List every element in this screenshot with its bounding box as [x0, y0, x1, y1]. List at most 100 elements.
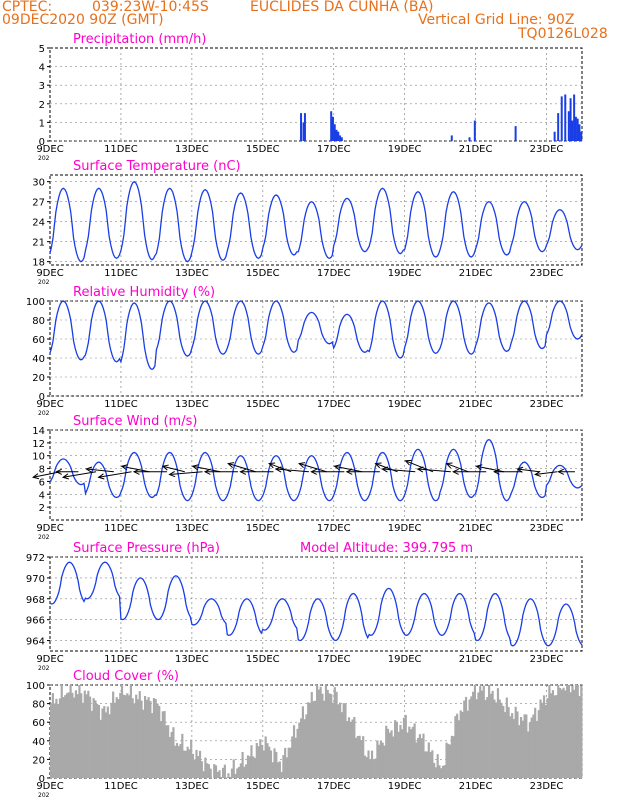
cloud-bar — [395, 721, 398, 778]
cloud-bar — [252, 756, 255, 778]
cloud-bar — [179, 743, 182, 778]
wind-arrowhead — [475, 464, 483, 471]
cloud-year-label: 202 — [38, 792, 50, 799]
cloud-bar — [94, 700, 97, 778]
cloud-bar — [65, 693, 69, 778]
cloud-bar — [402, 717, 406, 778]
cloud-bar — [447, 743, 450, 778]
cloud-bar — [519, 716, 523, 778]
cloud-ytick-label: 60 — [32, 718, 45, 729]
cloud-bar — [399, 724, 402, 778]
cloud-bar — [535, 720, 539, 778]
cloud-bar — [128, 695, 131, 778]
cloud-bar — [408, 726, 411, 778]
cloud-bar — [525, 714, 528, 778]
cloud-xtick-label: 17DEC — [317, 781, 351, 792]
cloud-bar — [241, 752, 244, 778]
rh-ytick-label: 100 — [26, 297, 45, 308]
wind-vector — [33, 471, 61, 478]
cloud-bar — [385, 725, 388, 778]
cloud-bar — [571, 685, 574, 778]
cloud-bar — [347, 717, 351, 778]
temp-title: Surface Temperature (nC) — [73, 159, 241, 174]
cloud-bar — [227, 773, 230, 778]
cloud-bar — [177, 746, 180, 778]
cloud-bar — [69, 685, 72, 778]
cloud-bar — [284, 747, 287, 778]
cloud-bar — [303, 719, 306, 778]
cloud-bar — [502, 705, 505, 778]
precip-bar — [473, 120, 476, 141]
wind-arrowhead — [310, 468, 317, 475]
cloud-bar — [560, 689, 563, 778]
precip-title: Precipitation (mm/h) — [73, 32, 206, 47]
wind-vector — [98, 471, 132, 478]
cloud-bar — [292, 725, 296, 778]
precip-bar — [450, 135, 453, 141]
rh-xtick-label: 9DEC — [36, 399, 63, 410]
cloud-bar — [523, 714, 526, 778]
cloud-bar — [397, 731, 400, 778]
pres-xtick-label: 11DEC — [104, 654, 138, 665]
pres-xtick-label: 17DEC — [317, 654, 351, 665]
wind-vector — [86, 468, 114, 473]
cloud-bar — [172, 727, 175, 778]
rh-series-line — [49, 300, 583, 371]
cloud-bar — [500, 702, 503, 778]
cloud-bar — [308, 702, 312, 778]
cloud-bar — [255, 743, 258, 778]
cloud-bar — [197, 756, 200, 778]
precip-bar — [333, 124, 336, 141]
cloud-bar — [461, 711, 464, 778]
cloud-bar — [358, 735, 361, 778]
wind-vector — [228, 463, 256, 473]
cloud-bar — [92, 698, 95, 778]
cloud-bar — [457, 720, 461, 778]
cloud-bar — [250, 745, 253, 778]
cloud-bar — [413, 723, 416, 778]
cloud-bar — [544, 704, 547, 778]
cloud-bar — [101, 708, 104, 778]
cloud-bar — [143, 695, 147, 778]
cloud-bar — [328, 693, 331, 778]
header-station: EUCLIDES DA CUNHA (BA) — [250, 0, 434, 15]
cloud-bar — [417, 737, 420, 778]
rh-xtick-label: 19DEC — [388, 399, 422, 410]
wind-arrowhead — [132, 468, 140, 475]
cloud-bar — [131, 698, 134, 778]
precip-ytick-label: 3 — [39, 81, 45, 92]
cloud-bar — [119, 692, 122, 778]
cloud-bar — [122, 694, 125, 778]
precip-bar — [300, 113, 303, 141]
cloud-bar — [145, 699, 148, 778]
cloud-bar — [87, 690, 90, 778]
cloud-bar — [154, 699, 157, 778]
rh-xtick-label: 23DEC — [530, 399, 564, 410]
cloud-bar — [548, 685, 551, 778]
cloud-bar — [321, 693, 324, 778]
header-model-code: TQ0126L028 — [518, 26, 608, 42]
wind-xtick-label: 11DEC — [104, 523, 138, 534]
precip-bar — [335, 129, 338, 141]
precip-xtick-label: 13DEC — [175, 144, 209, 155]
cloud-bar — [546, 698, 549, 778]
cloud-bar — [479, 686, 482, 778]
cloud-bar — [103, 706, 106, 778]
cloud-bar — [534, 707, 537, 778]
temp-xtick-label: 15DEC — [246, 268, 280, 279]
cloud-bar — [216, 771, 219, 778]
cloud-bar — [569, 692, 572, 778]
cloud-bar — [204, 757, 207, 778]
cloud-bar — [390, 730, 393, 778]
cloud-bar — [225, 777, 228, 778]
wind-vector — [298, 463, 327, 473]
wind-vector — [382, 468, 416, 473]
cloud-bar — [124, 695, 127, 778]
precip-ytick-label: 4 — [39, 63, 45, 74]
cloud-bar — [140, 700, 143, 778]
cloud-title: Cloud Cover (%) — [73, 669, 179, 684]
cloud-bar — [512, 719, 516, 778]
precip-bar — [330, 111, 333, 141]
cloud-bar — [344, 703, 347, 778]
wind-arrowhead — [404, 459, 412, 466]
